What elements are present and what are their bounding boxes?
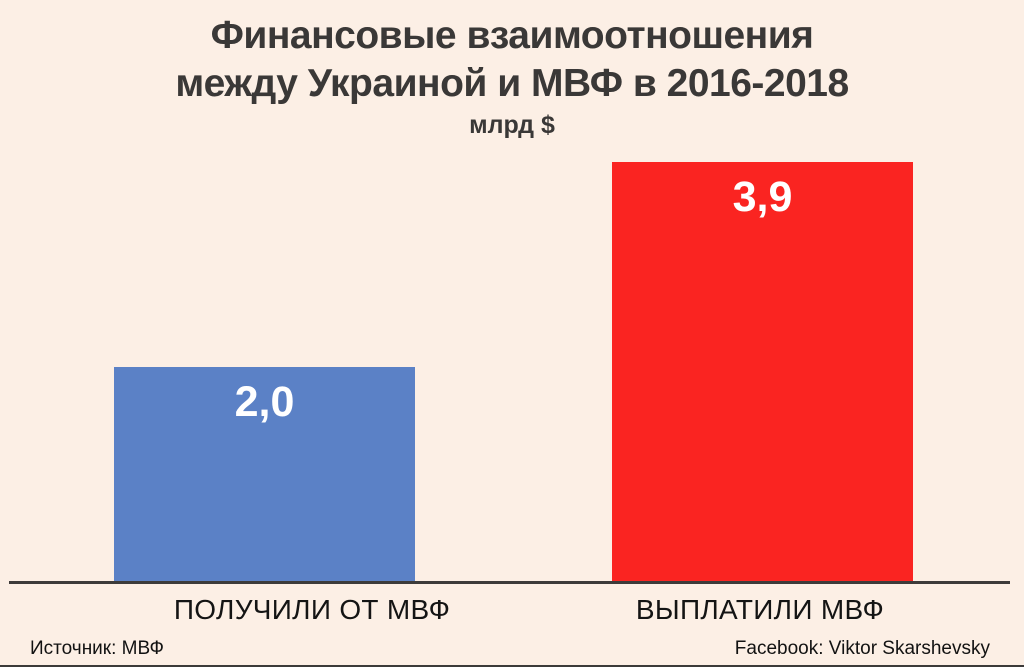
chart-title-line-2: между Украиной и МВФ в 2016-2018 <box>175 62 849 105</box>
category-label-paid: ВЫПЛАТИЛИ МВФ <box>635 594 885 625</box>
chart-subtitle-units: млрд $ <box>469 111 555 139</box>
chart-header: Финансовые взаимоотношения между Украино… <box>0 12 1024 140</box>
x-axis-line <box>9 581 1010 584</box>
chart-title-line-1: Финансовые взаимоотношения <box>210 14 814 57</box>
bar-received-from-imf: 2,0 <box>114 367 415 583</box>
bar-paid-to-imf: 3,9 <box>612 162 913 583</box>
credit-note: Facebook: Viktor Skarshevsky <box>734 638 990 659</box>
bar-value-label-received: 2,0 <box>234 378 295 426</box>
source-note: Источник: МВФ <box>30 638 164 659</box>
bar-value-label-paid: 3,9 <box>732 173 793 221</box>
plot-area: 2,0 3,9 <box>0 145 1024 584</box>
category-label-received: ПОЛУЧИЛИ ОТ МВФ <box>173 594 451 625</box>
